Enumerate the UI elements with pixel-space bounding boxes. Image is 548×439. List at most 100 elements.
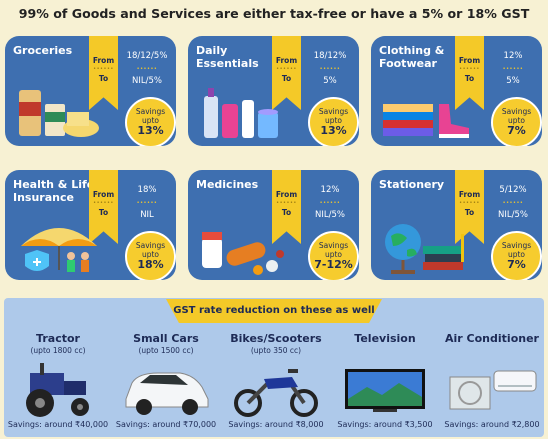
product-sub: (upto 350 cc) — [250, 346, 302, 355]
from-label: From — [275, 190, 298, 199]
savings-badge: Savings upto 7% — [491, 231, 542, 280]
product-sub — [331, 346, 439, 355]
product-name: Bikes/Scooters — [230, 332, 322, 345]
toiletries-icon — [204, 88, 278, 138]
rates: 18/12/5% •••••• NIL/5% — [120, 51, 174, 86]
savings-value: 7% — [507, 124, 526, 137]
from-label: From — [92, 56, 115, 65]
rate-to: NIL/5% — [315, 210, 345, 220]
from-to-ribbon: From •••••• To — [272, 36, 301, 110]
rate-from: 18% — [137, 185, 157, 195]
ribbon-dots: •••••• — [459, 66, 480, 72]
insurance-umbrella-icon — [21, 228, 97, 272]
savings-label: Savings upto — [318, 107, 349, 125]
rate-from: 5/12% — [499, 185, 527, 195]
rates: 18% •••••• NIL — [120, 185, 174, 220]
product-sub — [438, 346, 546, 355]
television-icon — [345, 369, 425, 412]
savings-badge: Savings upto 7-12% — [308, 231, 359, 280]
category-name: Groceries — [13, 44, 73, 57]
category-name: Clothing & Footwear — [379, 44, 445, 70]
category-card-health-life-insurance: Health & Life Insurance From •••••• To 1… — [5, 170, 176, 280]
groceries-icon — [19, 90, 99, 137]
category-name: Daily Essentials — [196, 44, 259, 70]
savings-badge: Savings upto 13% — [125, 97, 176, 146]
rate-from: 18/12/5% — [126, 51, 168, 61]
rate-dots: •••••• — [502, 200, 524, 206]
rate-dots: •••••• — [136, 66, 158, 72]
category-card-daily-essentials: Daily Essentials From •••••• To 18/12% •… — [188, 36, 359, 146]
air-conditioner-icon — [449, 370, 537, 410]
category-name: Medicines — [196, 178, 259, 191]
rates: 18/12% •••••• 5% — [303, 51, 357, 86]
product-savings: Savings: around ₹70,000 — [115, 420, 217, 429]
car-icon — [125, 372, 209, 415]
rate-dots: •••••• — [319, 200, 341, 206]
savings-badge: Savings upto 7% — [491, 97, 542, 146]
rate-from: 18/12% — [313, 51, 347, 61]
from-label: From — [92, 190, 115, 199]
ribbon-dots: •••••• — [276, 66, 297, 72]
product-name: Tractor — [36, 332, 80, 345]
ribbon-dots: •••••• — [276, 200, 297, 206]
product-sub: (upto 1500 cc) — [138, 346, 194, 355]
ribbon-dots: •••••• — [459, 200, 480, 206]
savings-label: Savings upto — [318, 241, 349, 259]
to-label: To — [464, 74, 475, 83]
to-label: To — [281, 74, 292, 83]
medicines-icon — [202, 232, 284, 275]
product-savings: Savings: around ₹8,000 — [228, 420, 324, 429]
savings-value: 13% — [137, 124, 164, 137]
to-label: To — [98, 74, 109, 83]
rate-dots: •••••• — [502, 66, 524, 72]
savings-value: 18% — [137, 258, 164, 271]
product-savings: Savings: around ₹3,500 — [337, 420, 433, 429]
page-title: 99% of Goods and Services are either tax… — [18, 6, 530, 21]
category-name: Stationery — [379, 178, 445, 191]
rate-to: NIL/5% — [132, 76, 162, 86]
savings-value: 7-12% — [314, 258, 353, 271]
product-name: Small Cars — [133, 332, 199, 345]
from-to-ribbon: From •••••• To — [455, 170, 484, 244]
globe-books-icon — [385, 224, 464, 274]
savings-label: Savings upto — [135, 107, 166, 125]
product-savings: Savings: around ₹40,000 — [7, 420, 109, 429]
clothes-shoes-icon — [383, 104, 469, 138]
product-savings: Savings: around ₹2,800 — [444, 420, 540, 429]
to-label: To — [98, 208, 109, 217]
rate-from: 12% — [320, 185, 340, 195]
rate-dots: •••••• — [319, 66, 341, 72]
bottom-banner: GST rate reduction on these as well — [166, 299, 382, 323]
rate-to: 5% — [506, 76, 520, 86]
category-card-groceries: Groceries From •••••• To 18/12/5% ••••••… — [5, 36, 176, 146]
savings-label: Savings upto — [501, 107, 532, 125]
ribbon-dots: •••••• — [93, 66, 114, 72]
product-bikes-scooters: Bikes/Scooters (upto 350 cc) Savings: ar… — [222, 332, 330, 429]
product-name: Television — [354, 332, 416, 345]
product-air-conditioner: Air Conditioner Savings: around ₹2,800 — [438, 332, 546, 429]
rates: 12% •••••• 5% — [486, 51, 540, 86]
product-television: Television Savings: around ₹3,500 — [331, 332, 439, 429]
savings-label: Savings upto — [135, 241, 166, 259]
category-card-stationery: Stationery From •••••• To 5/12% •••••• N… — [371, 170, 542, 280]
rate-to: NIL — [140, 210, 154, 220]
savings-value: 13% — [320, 124, 347, 137]
category-name: Health & Life Insurance — [13, 178, 95, 204]
rate-to: NIL/5% — [498, 210, 528, 220]
to-label: To — [281, 208, 292, 217]
savings-value: 7% — [507, 258, 526, 271]
rates: 12% •••••• NIL/5% — [303, 185, 357, 220]
from-label: From — [458, 56, 481, 65]
tractor-icon — [26, 363, 89, 417]
ribbon-dots: •••••• — [93, 200, 114, 206]
product-sub: (upto 1800 cc) — [30, 346, 86, 355]
savings-badge: Savings upto 13% — [308, 97, 359, 146]
to-label: To — [464, 208, 475, 217]
product-name: Air Conditioner — [445, 332, 539, 345]
category-card-medicines: Medicines From •••••• To 12% •••••• NIL/… — [188, 170, 359, 280]
from-label: From — [458, 190, 481, 199]
category-card-clothing-footwear: Clothing & Footwear From •••••• To 12% •… — [371, 36, 542, 146]
motorbike-icon — [234, 369, 318, 417]
rate-to: 5% — [323, 76, 337, 86]
rate-from: 12% — [503, 51, 523, 61]
